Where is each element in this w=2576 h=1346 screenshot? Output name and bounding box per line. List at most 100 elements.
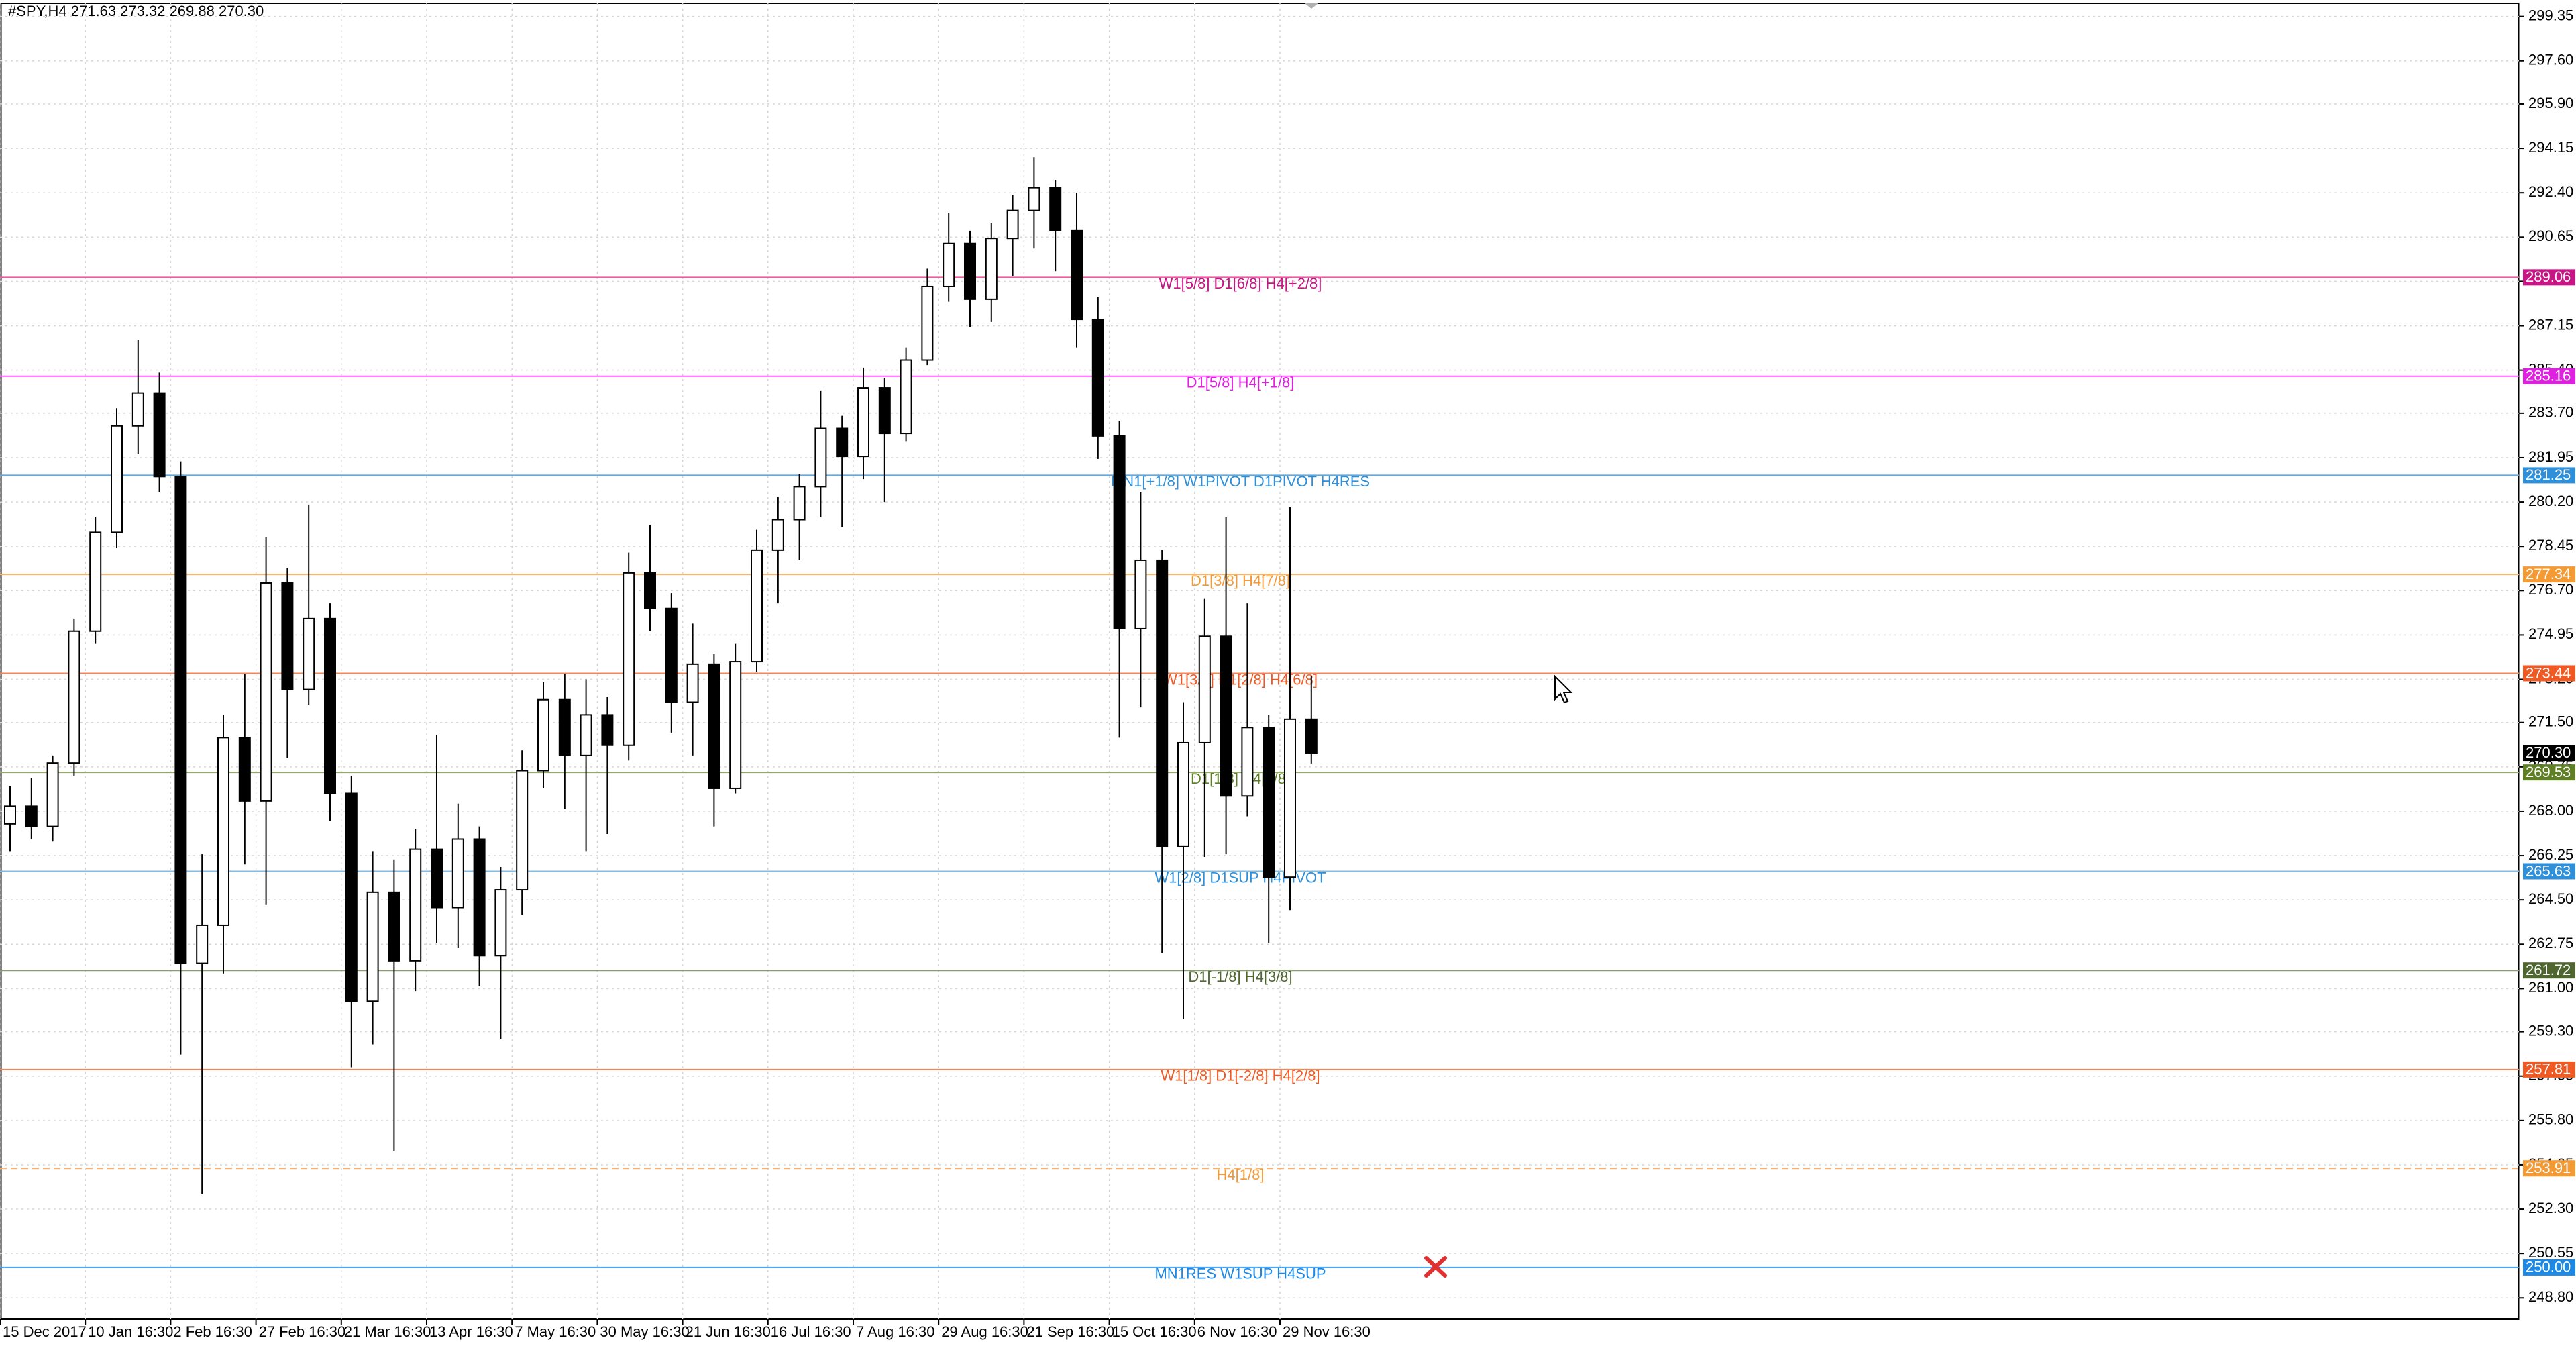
x-tick-label: 7 May 16:30 — [515, 1323, 596, 1340]
current-price-badge — [2523, 745, 2575, 762]
candle-body — [238, 737, 251, 802]
y-tick-label: 292.40 — [2528, 183, 2573, 200]
level-badge-label: 285.16 — [2526, 368, 2571, 384]
y-tick-label: 276.70 — [2528, 581, 2573, 598]
level-badge — [2523, 269, 2575, 286]
candle-body — [451, 838, 464, 909]
candle-body — [345, 792, 358, 1002]
candle-body — [131, 392, 144, 427]
level-name: W1[1/8] D1[-2/8] H4[2/8] — [1161, 1068, 1320, 1084]
delete-cross[interactable] — [1424, 1256, 1447, 1278]
candle-body — [1091, 319, 1104, 437]
y-tick-label: 255.80 — [2528, 1111, 2573, 1128]
level-badge-label: 277.34 — [2526, 566, 2571, 582]
candle-body — [281, 582, 294, 690]
level-name: H4[1/8] — [1217, 1166, 1265, 1183]
y-tick-label: 290.65 — [2528, 227, 2573, 244]
candle-body — [580, 714, 592, 756]
candle-body — [537, 698, 549, 772]
x-tick-label: 15 Oct 16:30 — [1112, 1323, 1197, 1340]
candle-body — [516, 770, 529, 891]
axis-layer: 299.35297.60295.90294.15292.40290.65288.… — [0, 7, 2575, 1340]
candle-body — [89, 531, 102, 632]
current-price-label: 270.30 — [2526, 744, 2571, 761]
x-tick-label: 16 Jul 16:30 — [771, 1323, 851, 1340]
candle-body — [857, 387, 869, 458]
level-badge — [2523, 1160, 2575, 1177]
candle-body — [68, 630, 80, 764]
level-badge-label: 269.53 — [2526, 764, 2571, 780]
candle-body — [388, 891, 400, 962]
candle-body — [623, 572, 635, 746]
candle-body — [174, 476, 187, 964]
candle-body — [1049, 187, 1062, 231]
candle-body — [771, 519, 784, 551]
y-tick-label: 248.80 — [2528, 1288, 2573, 1305]
candle-body — [601, 714, 614, 746]
candle-body — [1198, 635, 1211, 743]
candle-body — [431, 848, 443, 909]
candle-body — [644, 572, 656, 609]
candle-body — [1134, 559, 1147, 629]
y-tick-label: 297.60 — [2528, 52, 2573, 68]
y-tick-label: 294.15 — [2528, 139, 2573, 156]
level-badge-label: 257.81 — [2526, 1061, 2571, 1078]
y-tick-label: 281.95 — [2528, 448, 2573, 465]
x-tick-label: 29 Aug 16:30 — [941, 1323, 1028, 1340]
candle-body — [260, 582, 272, 802]
level-name: D1[5/8] H4[+1/8] — [1187, 374, 1295, 391]
level-badge — [2523, 863, 2575, 880]
candle-body — [751, 549, 763, 663]
candle-body — [729, 661, 742, 789]
candle-body — [793, 486, 806, 521]
level-badge — [2523, 665, 2575, 682]
candle-body — [836, 427, 849, 458]
candle-body — [708, 663, 720, 789]
x-tick-label: 27 Feb 16:30 — [259, 1323, 346, 1340]
candle-body — [878, 387, 891, 435]
level-badge — [2523, 368, 2575, 384]
candle-body — [985, 238, 998, 300]
y-tick-label: 299.35 — [2528, 7, 2573, 23]
candle-body — [324, 617, 336, 794]
level-badge — [2523, 566, 2575, 583]
candle-body — [25, 805, 38, 827]
y-tick-label: 287.15 — [2528, 316, 2573, 333]
x-tick-label: 21 Sep 16:30 — [1026, 1323, 1114, 1340]
level-name: MN1RES W1SUP H4SUP — [1155, 1265, 1326, 1282]
candle-body — [686, 663, 699, 703]
candle-body — [814, 427, 827, 488]
level-badge-label: 265.63 — [2526, 862, 2571, 879]
candle-body — [303, 617, 315, 690]
candle-body — [1113, 435, 1126, 629]
level-badge — [2523, 1259, 2575, 1276]
level-badge-label: 289.06 — [2526, 268, 2571, 285]
candle-body — [921, 285, 934, 361]
y-tick-label: 259.30 — [2528, 1022, 2573, 1039]
level-name: D1[1/8] H4[5/8] — [1191, 770, 1290, 787]
x-tick-label: 21 Mar 16:30 — [344, 1323, 431, 1340]
y-tick-label: 250.55 — [2528, 1244, 2573, 1261]
level-badge — [2523, 467, 2575, 484]
cross-stroke — [1424, 1256, 1447, 1278]
level-badge-label: 261.72 — [2526, 962, 2571, 978]
candle-body — [943, 242, 955, 287]
candle-body — [4, 805, 16, 825]
level-badge-label: 281.25 — [2526, 466, 2571, 483]
grid-layer — [0, 3, 2519, 1319]
x-tick-label: 15 Dec 2017 — [3, 1323, 87, 1340]
mouse-cursor — [1554, 674, 1573, 704]
candle-body — [409, 848, 422, 962]
y-tick-label: 274.95 — [2528, 625, 2573, 642]
y-tick-label: 252.30 — [2528, 1200, 2573, 1216]
candle-body — [1241, 727, 1254, 797]
candle-body — [1284, 718, 1296, 878]
level-name: W1[5/8] D1[6/8] H4[+2/8] — [1159, 275, 1322, 292]
candle-body — [1071, 229, 1083, 321]
candle-body — [366, 891, 379, 1002]
candle-body — [196, 924, 209, 964]
candle-body — [153, 392, 166, 478]
plot-frame — [0, 3, 2520, 1320]
